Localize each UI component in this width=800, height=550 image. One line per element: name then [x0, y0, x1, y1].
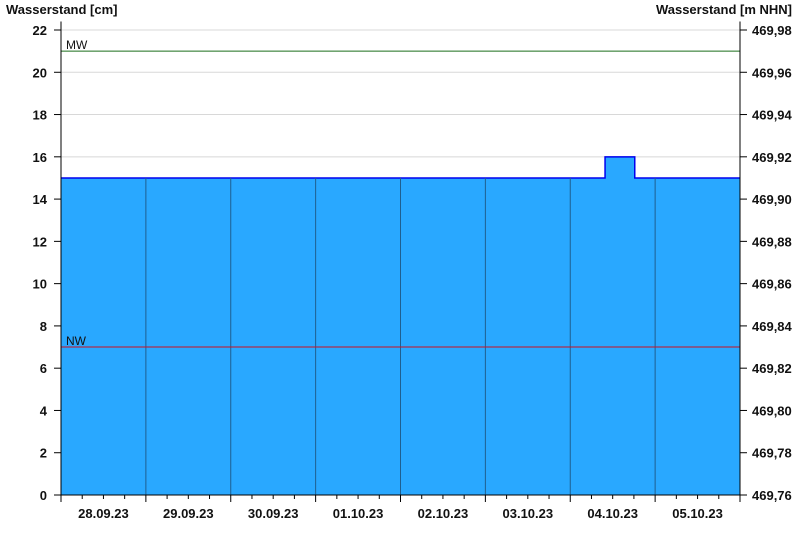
right-tick-label: 469,90 — [752, 192, 792, 207]
left-tick-label: 2 — [40, 446, 47, 461]
reference-label-mw: MW — [66, 38, 88, 52]
left-tick-label: 12 — [33, 234, 47, 249]
reference-label-nw: NW — [66, 334, 87, 348]
right-tick-label: 469,94 — [752, 108, 793, 123]
left-tick-label: 16 — [33, 150, 47, 165]
x-tick-label: 28.09.23 — [78, 506, 129, 521]
x-tick-label: 05.10.23 — [672, 506, 723, 521]
right-tick-label: 469,82 — [752, 361, 792, 376]
right-axis-title: Wasserstand [m NHN] — [656, 2, 792, 17]
water-level-line — [61, 156, 740, 179]
right-tick-label: 469,76 — [752, 488, 792, 503]
x-tick-label: 01.10.23 — [333, 506, 384, 521]
x-tick-label: 03.10.23 — [503, 506, 554, 521]
left-tick-label: 0 — [40, 488, 47, 503]
left-tick-label: 14 — [33, 192, 48, 207]
left-tick-label: 18 — [33, 108, 47, 123]
left-tick-label: 8 — [40, 319, 47, 334]
left-tick-label: 4 — [40, 403, 48, 418]
left-tick-label: 6 — [40, 361, 47, 376]
right-tick-label: 469,86 — [752, 277, 792, 292]
left-tick-label: 10 — [33, 277, 47, 292]
x-tick-label: 30.09.23 — [248, 506, 299, 521]
right-tick-label: 469,78 — [752, 446, 792, 461]
x-tick-label: 29.09.23 — [163, 506, 214, 521]
right-tick-label: 469,98 — [752, 23, 792, 38]
left-axis-title: Wasserstand [cm] — [6, 2, 118, 17]
right-tick-label: 469,92 — [752, 150, 792, 165]
left-tick-label: 20 — [33, 65, 47, 80]
right-tick-label: 469,88 — [752, 234, 792, 249]
left-tick-label: 22 — [33, 23, 47, 38]
x-tick-label: 02.10.23 — [418, 506, 469, 521]
right-tick-label: 469,80 — [752, 403, 792, 418]
right-tick-label: 469,84 — [752, 319, 793, 334]
x-tick-label: 04.10.23 — [587, 506, 638, 521]
right-tick-label: 469,96 — [752, 65, 792, 80]
